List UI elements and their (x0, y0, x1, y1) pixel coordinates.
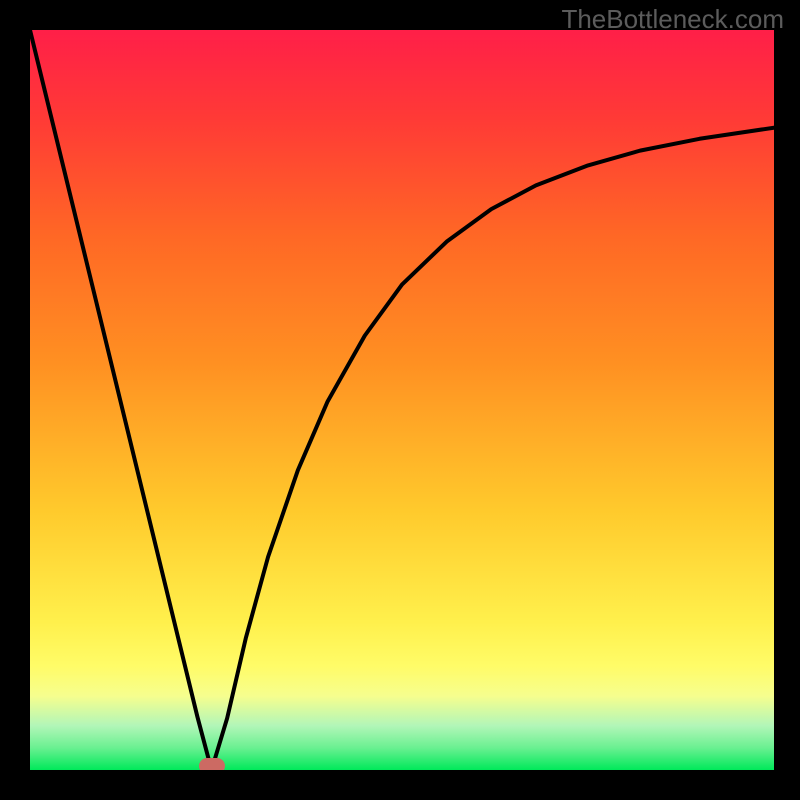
bottleneck-curve (30, 30, 774, 770)
optimum-marker (199, 758, 225, 770)
chart-stage: TheBottleneck.com (0, 0, 800, 800)
curve-layer (30, 30, 774, 770)
watermark-text: TheBottleneck.com (561, 4, 784, 35)
plot-area (30, 30, 774, 770)
